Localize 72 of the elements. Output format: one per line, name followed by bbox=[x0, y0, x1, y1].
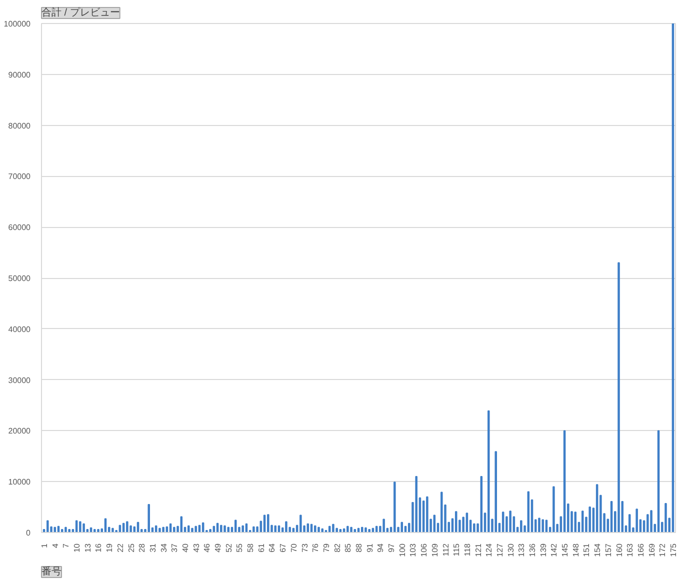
x-tick-label: 106 bbox=[420, 542, 429, 557]
x-tick-label: 85 bbox=[344, 542, 353, 552]
x-tick-label: 142 bbox=[550, 542, 559, 557]
chart-title: 合計 / プレビュー bbox=[42, 6, 120, 18]
x-tick-label: 7 bbox=[62, 542, 71, 548]
y-tick-label: 10000 bbox=[8, 478, 32, 487]
x-tick-label: 28 bbox=[138, 542, 147, 552]
x-tick-label: 55 bbox=[235, 542, 244, 552]
x-tick-label: 112 bbox=[441, 542, 450, 556]
x-tick-label: 127 bbox=[495, 542, 504, 557]
x-tick-label: 109 bbox=[430, 542, 440, 557]
x-tick-label: 37 bbox=[170, 542, 180, 552]
x-tick-label: 139 bbox=[538, 542, 548, 557]
x-tick-label: 79 bbox=[322, 542, 331, 552]
x-tick-label: 4 bbox=[50, 542, 60, 548]
x-tick-label: 148 bbox=[571, 542, 580, 557]
x-tick-label: 169 bbox=[647, 542, 656, 557]
x-tick-label: 115 bbox=[452, 542, 462, 556]
x-tick-label: 133 bbox=[517, 542, 526, 557]
y-tick-label: 20000 bbox=[8, 426, 32, 436]
x-tick-label: 172 bbox=[658, 542, 668, 557]
x-tick-label: 40 bbox=[181, 542, 190, 552]
x-tick-label: 91 bbox=[365, 542, 374, 552]
x-tick-label: 52 bbox=[224, 542, 234, 552]
x-tick-label: 16 bbox=[94, 542, 104, 552]
x-tick-label: 61 bbox=[256, 542, 266, 552]
x-tick-label: 94 bbox=[376, 542, 386, 552]
y-tick-label: 90000 bbox=[8, 70, 32, 80]
x-tick-label: 49 bbox=[214, 542, 223, 552]
x-tick-label: 136 bbox=[528, 542, 537, 557]
y-tick-label: 30000 bbox=[8, 376, 32, 385]
x-tick-label: 157 bbox=[604, 542, 613, 557]
x-tick-label: 22 bbox=[116, 542, 125, 552]
x-tick-label: 100 bbox=[398, 542, 407, 557]
y-tick-label: 70000 bbox=[8, 172, 32, 182]
x-tick-label: 130 bbox=[506, 542, 516, 557]
x-tick-label: 97 bbox=[387, 542, 396, 552]
x-tick-label: 46 bbox=[202, 542, 212, 552]
x-tick-label: 25 bbox=[126, 542, 136, 552]
x-tick-label: 67 bbox=[278, 542, 288, 552]
x-tick-label: 19 bbox=[105, 542, 114, 552]
x-tick-label: 34 bbox=[159, 542, 168, 552]
x-tick-label: 1 bbox=[40, 542, 50, 548]
x-tick-label: 43 bbox=[192, 542, 201, 552]
y-tick-label: 80000 bbox=[8, 121, 32, 130]
x-tick-label: 118 bbox=[462, 542, 472, 556]
x-tick-label: 64 bbox=[268, 542, 277, 552]
x-tick-label: 58 bbox=[246, 542, 256, 552]
x-tick-label: 175 bbox=[668, 542, 678, 557]
x-tick-label: 145 bbox=[560, 542, 570, 557]
x-tick-label: 124 bbox=[484, 542, 494, 557]
x-tick-label: 163 bbox=[626, 542, 635, 557]
y-tick-label: 100000 bbox=[4, 20, 32, 28]
x-tick-label: 154 bbox=[593, 542, 602, 557]
x-tick-label: 88 bbox=[354, 542, 364, 552]
x-tick-label: 151 bbox=[582, 542, 592, 557]
y-tick-label: 50000 bbox=[8, 274, 32, 283]
x-tick-label: 160 bbox=[614, 542, 624, 557]
x-tick-label: 121 bbox=[474, 542, 483, 557]
x-tick-label: 70 bbox=[289, 542, 298, 552]
x-tick-label: 10 bbox=[72, 542, 82, 552]
x-tick-label: 13 bbox=[83, 542, 92, 552]
x-axis-title: 番号 bbox=[42, 566, 62, 578]
y-tick-label: 0 bbox=[26, 528, 32, 538]
x-tick-label: 31 bbox=[148, 542, 158, 552]
x-tick-label: 103 bbox=[408, 542, 418, 557]
x-tick-label: 166 bbox=[636, 542, 646, 557]
y-tick-label: 60000 bbox=[8, 223, 32, 232]
x-tick-label: 76 bbox=[311, 542, 320, 552]
x-tick-label: 82 bbox=[332, 542, 342, 552]
x-tick-label: 73 bbox=[300, 542, 310, 552]
y-tick-label: 40000 bbox=[8, 324, 32, 334]
